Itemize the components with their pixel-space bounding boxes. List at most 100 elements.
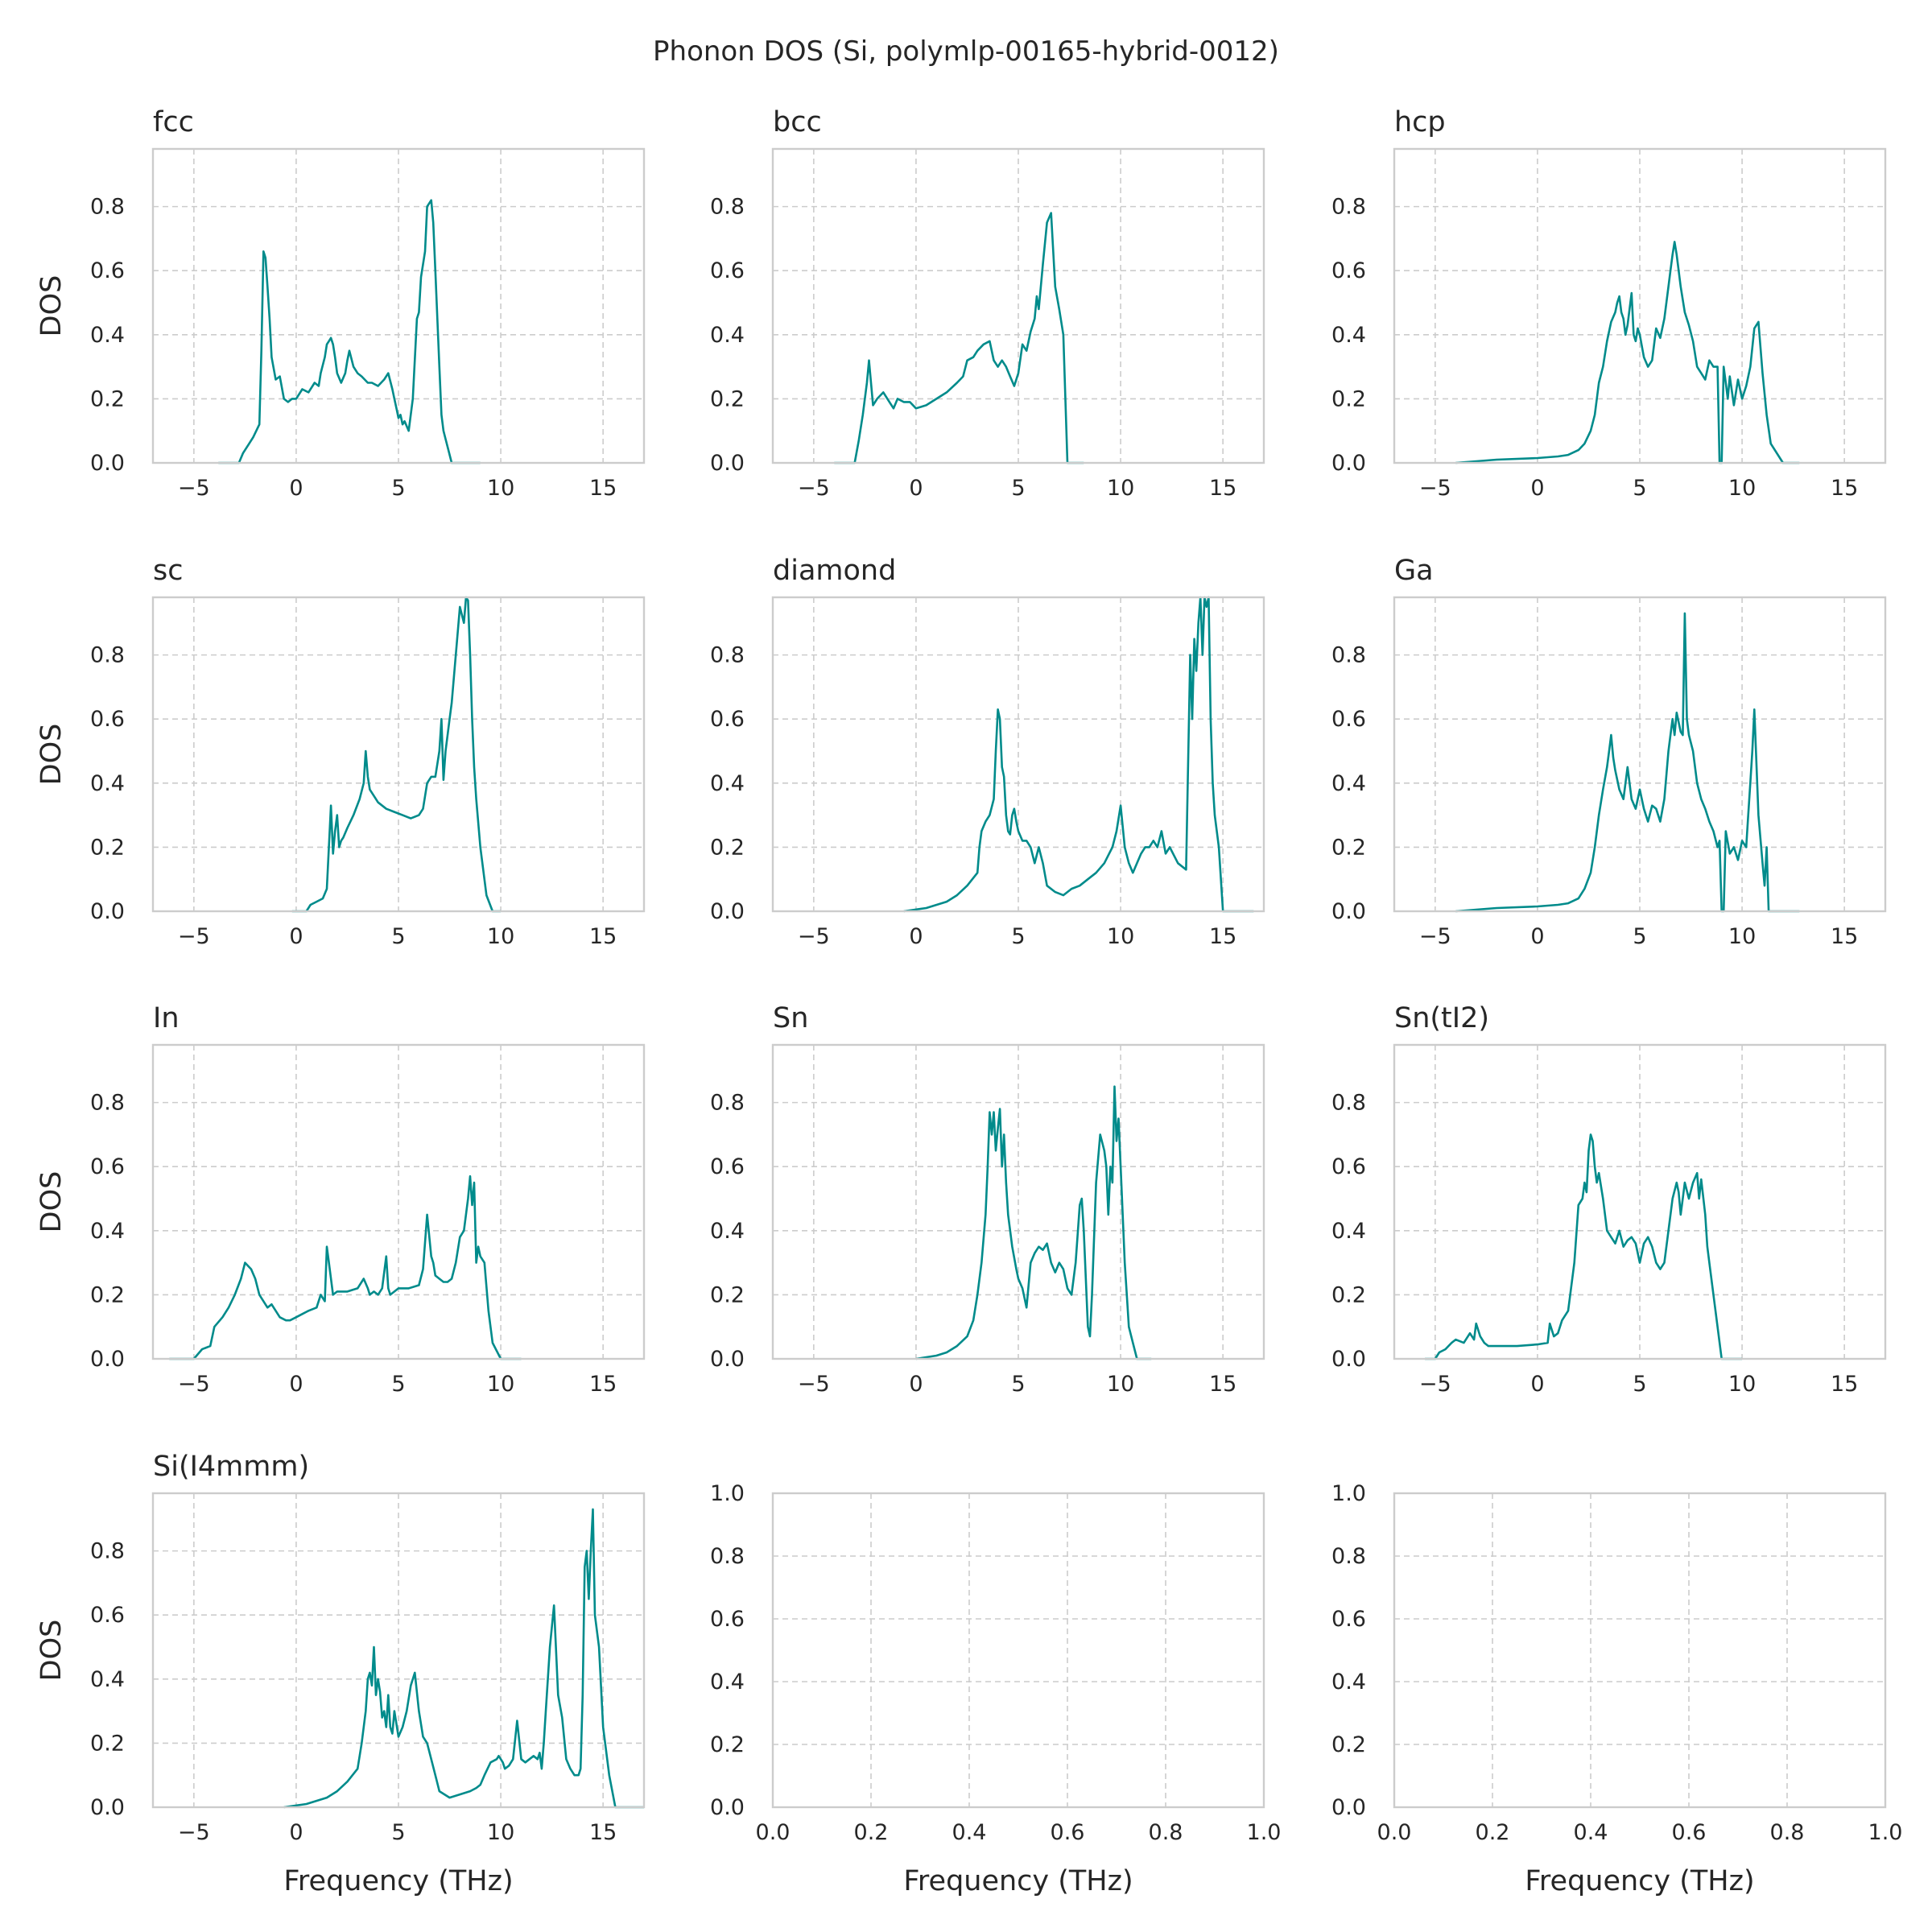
x-tick-label: −5 [178, 1820, 210, 1845]
y-tick-label: 0.8 [710, 195, 745, 220]
subplot-in: −5 0 5 10 15 0.0 0.2 0.4 0.6 0.8 In DOS [35, 1002, 646, 1397]
x-tick-label: 0 [289, 1820, 303, 1845]
x-tick-label: 10 [487, 1820, 514, 1845]
x-tick-label: 0 [909, 1372, 923, 1397]
y-tick-label: 0.2 [1331, 386, 1366, 411]
axes-frame [1393, 1492, 1887, 1809]
y-tick-label: 0.0 [1331, 899, 1366, 924]
x-tick-label: 5 [391, 1372, 405, 1397]
subplot-title: Si(I4mmm) [153, 1451, 309, 1483]
figure-title: Phonon DOS (Si, polymlp-00165-hybrid-001… [653, 35, 1279, 68]
y-tick-label: 0.2 [710, 1282, 745, 1307]
axes-frame [771, 1492, 1265, 1809]
y-tick-label: 0.0 [710, 899, 745, 924]
y-tick-label: 0.8 [90, 1539, 125, 1564]
dos-line [1425, 1133, 1743, 1360]
axes-frame [1393, 147, 1887, 464]
subplot-title: Sn [773, 1002, 808, 1034]
y-tick-label: 0.4 [1331, 1219, 1366, 1244]
dos-line [915, 1085, 1152, 1360]
subplot-title: sc [153, 555, 183, 587]
y-tick-label: 0.0 [710, 1795, 745, 1820]
x-tick-label: 10 [1107, 924, 1134, 949]
x-tick-label: 0 [289, 1372, 303, 1397]
axes-frame [151, 1492, 646, 1809]
x-tick-label: 15 [589, 1372, 617, 1397]
y-tick-label: 0.8 [90, 643, 125, 668]
y-tick-label: 0.8 [710, 1544, 745, 1569]
x-tick-label: 10 [487, 476, 514, 501]
x-tick-label: 10 [1728, 1372, 1756, 1397]
x-tick-label: 10 [1728, 476, 1756, 501]
y-axis-label: DOS [35, 1620, 68, 1682]
x-tick-label: −5 [178, 924, 210, 949]
y-tick-label: 0.2 [710, 386, 745, 411]
subplot-title: fcc [153, 106, 194, 138]
x-tick-label: 15 [1209, 1372, 1236, 1397]
subplot-sn: −5 0 5 10 15 0.0 0.2 0.4 0.6 0.8 Sn [710, 1002, 1265, 1397]
x-tick-label: 5 [1011, 1372, 1025, 1397]
x-tick-label: 0 [1530, 1372, 1544, 1397]
x-tick-label: 5 [1633, 1372, 1646, 1397]
subplot-bcc: −5 0 5 10 15 0.0 0.2 0.4 0.6 0.8 bcc [710, 106, 1265, 501]
x-tick-label: 0.2 [1476, 1820, 1510, 1845]
x-tick-label: 5 [391, 924, 405, 949]
subplot-sc: −5 0 5 10 15 0.0 0.2 0.4 0.6 0.8 sc DOS [35, 555, 646, 949]
y-tick-label: 0.4 [90, 323, 125, 348]
y-tick-label: 0.6 [90, 707, 125, 732]
y-tick-label: 0.4 [1331, 323, 1366, 348]
y-tick-label: 0.6 [1331, 1154, 1366, 1179]
dos-line [291, 596, 502, 913]
axes-frame [1393, 1043, 1887, 1360]
subplot-hcp: −5 0 5 10 15 0.0 0.2 0.4 0.6 0.8 hcp [1331, 106, 1887, 501]
x-tick-label: 15 [1209, 924, 1236, 949]
y-tick-label: 0.0 [90, 451, 125, 476]
axes-frame [151, 596, 646, 913]
x-tick-label: −5 [1419, 924, 1451, 949]
x-tick-label: 0 [1530, 476, 1544, 501]
subplot-empty-10: 0.0 0.2 0.4 0.6 0.8 1.0 0.0 0.2 0.4 0.6 0.8 1.0 Freq… [710, 1481, 1281, 1897]
y-tick-label: 0.6 [1331, 1607, 1366, 1632]
dos-line [283, 1508, 644, 1809]
x-tick-label: 0.0 [756, 1820, 791, 1845]
x-tick-label: −5 [798, 1372, 830, 1397]
dos-line [169, 1174, 522, 1360]
x-tick-label: −5 [1419, 476, 1451, 501]
x-tick-label: 5 [1011, 924, 1025, 949]
x-tick-label: 10 [1107, 1372, 1134, 1397]
y-tick-label: 0.4 [710, 771, 745, 796]
y-tick-label: 0.4 [710, 1219, 745, 1244]
x-tick-label: 1.0 [1247, 1820, 1282, 1845]
y-tick-label: 0.8 [1331, 643, 1366, 668]
y-tick-label: 0.6 [710, 1154, 745, 1179]
x-tick-label: 10 [487, 1372, 514, 1397]
x-tick-label: 0.0 [1377, 1820, 1412, 1845]
y-tick-label: 0.0 [90, 1795, 125, 1820]
subplot-diamond: −5 0 5 10 15 0.0 0.2 0.4 0.6 0.8 diamond [710, 555, 1265, 949]
x-tick-label: 15 [1831, 476, 1858, 501]
y-tick-label: 0.4 [90, 1219, 125, 1244]
subplot-sn-ti2-: −5 0 5 10 15 0.0 0.2 0.4 0.6 0.8 Sn(tI2) [1331, 1002, 1887, 1397]
axes-frame [151, 147, 646, 464]
y-tick-label: 0.8 [1331, 1091, 1366, 1116]
x-tick-label: 5 [391, 1820, 405, 1845]
x-tick-label: 5 [391, 476, 405, 501]
y-tick-label: 0.8 [90, 1091, 125, 1116]
y-tick-label: 0.4 [1331, 771, 1366, 796]
x-axis-label: Frequency (THz) [283, 1865, 513, 1897]
subplot-title: hcp [1394, 106, 1446, 138]
y-tick-label: 0.4 [710, 323, 745, 348]
y-tick-label: 0.0 [90, 899, 125, 924]
x-tick-label: 0.8 [1770, 1820, 1805, 1845]
y-tick-label: 0.2 [1331, 1732, 1366, 1757]
axes-frame [151, 1043, 646, 1360]
axes-frame [771, 147, 1265, 464]
x-tick-label: 5 [1011, 476, 1025, 501]
x-tick-label: 10 [487, 924, 514, 949]
dos-line [834, 212, 1084, 464]
y-tick-label: 0.2 [90, 1282, 125, 1307]
y-tick-label: 0.2 [710, 1732, 745, 1757]
subplot-title: diamond [773, 555, 896, 587]
dos-line [218, 199, 481, 464]
y-tick-label: 0.0 [1331, 1347, 1366, 1372]
